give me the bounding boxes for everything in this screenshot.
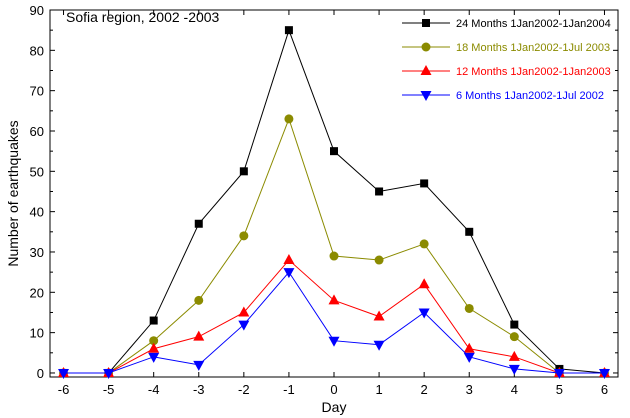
series-0: [59, 26, 609, 377]
y-tick-label: 10: [30, 326, 44, 341]
data-point: [418, 308, 430, 319]
y-tick-label: 90: [30, 3, 44, 18]
y-tick-label: 40: [30, 205, 44, 220]
series-line: [63, 117, 605, 374]
legend-label: 6 Months 1Jan2002-1Jul 2002: [456, 90, 604, 102]
data-point: [418, 278, 430, 289]
legend-label: 12 Months 1Jan2002-1Jan2003: [456, 66, 611, 78]
series-line: [63, 271, 605, 374]
data-point: [284, 26, 293, 35]
data-point: [553, 368, 565, 379]
data-point: [510, 320, 519, 329]
data-point: [149, 316, 158, 325]
data-point: [148, 352, 160, 363]
x-tick-label: -6: [58, 382, 70, 397]
data-point: [508, 364, 520, 375]
axes: 0 10 20 30 40 50 60 70 80 90 -6 -5 -4 -3 -2 -1 0 1 2 3 4 5 6: [30, 3, 619, 397]
x-tick-label: -3: [193, 382, 205, 397]
x-tick-label: 0: [330, 382, 337, 397]
legend-marker: [421, 42, 431, 52]
chart-title: Sofia region, 2002 -2003: [66, 9, 220, 25]
x-tick-label: -5: [103, 382, 115, 397]
data-point: [149, 336, 159, 346]
data-point: [328, 294, 340, 305]
x-tick-label: 6: [601, 382, 608, 397]
data-point: [328, 336, 340, 347]
y-tick-label: 80: [30, 43, 44, 58]
series-line: [63, 28, 605, 374]
data-point: [238, 306, 250, 317]
data-point: [284, 114, 294, 124]
data-point: [194, 219, 203, 228]
data-point: [463, 352, 475, 363]
data-point: [329, 251, 339, 261]
x-tick-label: 2: [421, 382, 428, 397]
legend: 24 Months 1Jan2002-1Jan2004 18 Months 1Ja…: [402, 18, 611, 102]
data-point: [373, 340, 385, 351]
x-tick-label: -1: [283, 382, 295, 397]
data-point: [193, 360, 205, 371]
series-layer: [58, 26, 610, 379]
data-point: [148, 342, 160, 353]
data-point: [193, 330, 205, 341]
data-point: [283, 268, 295, 279]
y-axis-label: Number of earthquakes: [5, 120, 21, 266]
data-point: [238, 320, 250, 331]
data-point: [239, 231, 249, 241]
data-point: [463, 342, 475, 353]
legend-label: 18 Months 1Jan2002-1Jul 2003: [456, 42, 610, 54]
data-point: [598, 368, 610, 379]
y-tick-label: 0: [37, 366, 44, 381]
series-3: [58, 268, 610, 379]
data-point: [420, 179, 429, 188]
x-tick-label: 4: [511, 382, 518, 397]
data-point: [464, 303, 474, 313]
y-tick-label: 20: [30, 285, 44, 300]
x-tick-label: -2: [238, 382, 250, 397]
y-tick-label: 70: [30, 84, 44, 99]
legend-marker: [422, 19, 430, 27]
x-tick-label: 3: [466, 382, 473, 397]
data-point: [330, 147, 338, 156]
y-tick-label: 30: [30, 245, 44, 260]
data-point: [509, 332, 519, 342]
data-point: [239, 167, 248, 176]
data-point: [374, 255, 384, 265]
legend-marker: [420, 91, 432, 101]
data-point: [373, 310, 385, 321]
data-point: [375, 187, 384, 196]
data-point: [103, 368, 115, 379]
data-point: [508, 350, 520, 361]
legend-label: 24 Months 1Jan2002-1Jan2004: [456, 18, 611, 30]
y-tick-label: 60: [30, 124, 44, 139]
series-2: [58, 254, 610, 377]
data-point: [465, 227, 474, 236]
x-tick-label: -4: [148, 382, 160, 397]
data-point: [58, 368, 70, 379]
x-tick-label: 1: [375, 382, 382, 397]
x-tick-label: 5: [556, 382, 563, 397]
legend-marker: [420, 65, 432, 75]
data-point: [419, 239, 429, 249]
y-tick-label: 50: [30, 164, 44, 179]
x-axis-label: Day: [322, 399, 347, 415]
series-line: [63, 259, 605, 374]
data-point: [283, 254, 295, 265]
data-point: [194, 295, 204, 305]
